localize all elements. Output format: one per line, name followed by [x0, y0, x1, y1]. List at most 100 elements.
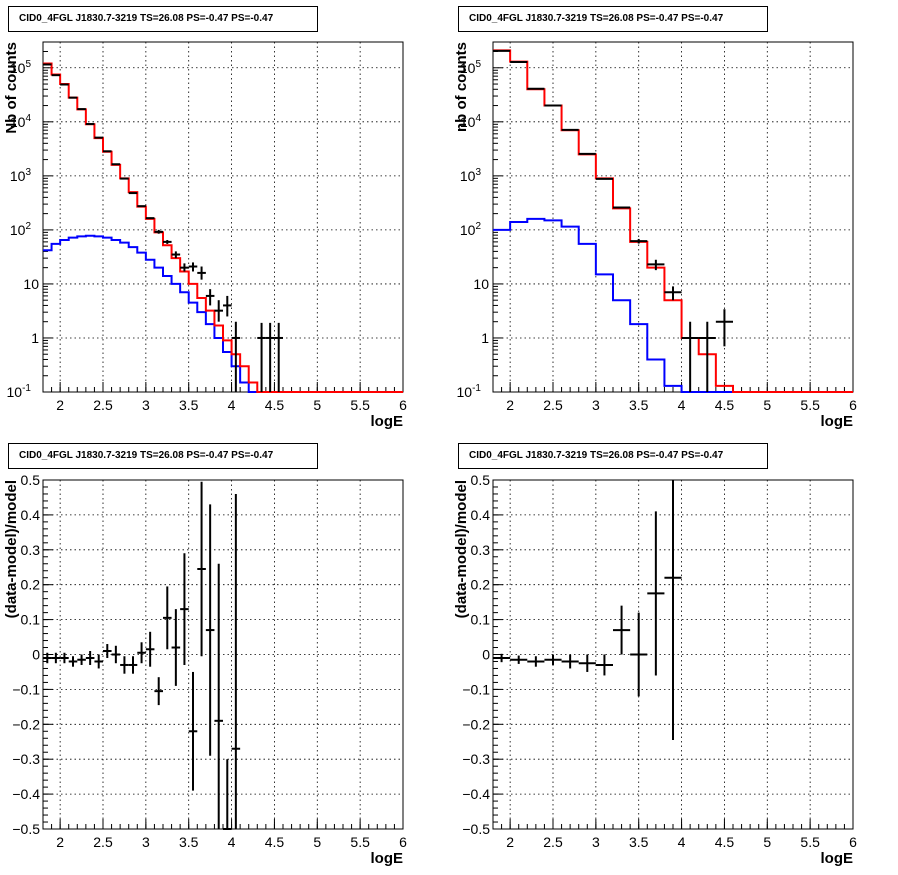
- y-tick-label: 105: [460, 59, 482, 76]
- data-point: [77, 654, 86, 665]
- panel-title-top-left: CID0_4FGL J1830.7-3219 TS=26.08 PS=-0.47…: [8, 6, 318, 32]
- y-tick-label: −0.1: [12, 681, 40, 697]
- data-point: [630, 612, 648, 697]
- data-point: [154, 677, 163, 706]
- panel-title-bottom-left: CID0_4FGL J1830.7-3219 TS=26.08 PS=-0.47…: [8, 443, 318, 469]
- x-tick-label: 4.5: [265, 397, 285, 413]
- x-tick-label: 4: [678, 834, 686, 850]
- data-point: [171, 251, 181, 259]
- data-point: [68, 656, 78, 667]
- x-axis-label: logE: [371, 850, 404, 867]
- data-point: [561, 654, 579, 669]
- data-point: [85, 123, 95, 126]
- data-point: [595, 654, 613, 676]
- x-tick-label: 3.5: [179, 834, 199, 850]
- y-tick-label: 0.2: [21, 577, 41, 593]
- x-axis-label: logE: [371, 413, 404, 430]
- data-point: [85, 651, 95, 665]
- y-tick-label: −0.1: [462, 681, 490, 697]
- y-tick-label: −0.5: [12, 821, 40, 837]
- data-point: [223, 759, 232, 830]
- y-tick-label: 10: [23, 276, 39, 292]
- data-point: [578, 152, 596, 155]
- x-tick-label: 4.5: [715, 834, 735, 850]
- data-point: [257, 322, 266, 392]
- x-axis-label: logE: [821, 413, 854, 430]
- x-tick-label: 5.5: [350, 834, 370, 850]
- data-point: [43, 652, 52, 664]
- y-tick-label: −0.2: [462, 716, 490, 732]
- x-tick-label: 6: [399, 397, 407, 413]
- x-tick-label: 2: [506, 397, 514, 413]
- data-point: [630, 238, 648, 244]
- data-point: [77, 108, 86, 111]
- data-point: [137, 642, 146, 664]
- data-point: [60, 652, 69, 664]
- x-tick-label: 2.5: [543, 834, 563, 850]
- y-tick-label: 105: [10, 59, 32, 76]
- x-axis-label: logE: [821, 850, 854, 867]
- data-point: [51, 652, 61, 664]
- data-point: [171, 609, 181, 686]
- data-point: [120, 656, 129, 674]
- data-point: [163, 240, 172, 244]
- data-point: [180, 263, 189, 272]
- y-axis-label: Nb of counts: [3, 42, 20, 134]
- source-model-histogram: [43, 234, 403, 393]
- y-tick-label: −0.3: [462, 751, 490, 767]
- data-point: [231, 321, 241, 392]
- x-tick-label: 4.5: [715, 397, 735, 413]
- x-tick-label: 6: [849, 834, 857, 850]
- data-point: [197, 481, 206, 657]
- chart-panel-1: 2 2.5 3 3.5 4 4.5 5 5.5 6 10-1 1 10 102 103 104 105 logE…: [453, 41, 857, 430]
- y-tick-label: 0.1: [21, 612, 41, 628]
- data-point: [510, 655, 528, 664]
- y-tick-label: 10-1: [7, 383, 32, 400]
- data-point: [103, 644, 112, 658]
- data-point: [613, 605, 631, 655]
- x-tick-label: 5: [313, 834, 321, 850]
- y-tick-label: 0.5: [21, 472, 41, 488]
- x-tick-label: 5: [763, 397, 771, 413]
- x-tick-label: 3: [592, 834, 600, 850]
- data-point: [197, 266, 206, 280]
- y-axis-label: (data-model)/model: [3, 480, 20, 618]
- x-tick-label: 4.5: [265, 834, 285, 850]
- y-tick-label: 1: [31, 330, 39, 346]
- data-point: [214, 300, 223, 322]
- data-point: [595, 177, 613, 180]
- source-model-histogram: [493, 217, 853, 393]
- y-tick-label: −0.3: [12, 751, 40, 767]
- y-tick-label: 0.5: [471, 472, 491, 488]
- data-point: [214, 563, 223, 829]
- x-tick-label: 2.5: [543, 397, 563, 413]
- data-point: [205, 504, 215, 756]
- data-point: [715, 309, 733, 347]
- data-point: [681, 321, 699, 392]
- data-point: [561, 128, 579, 131]
- x-tick-label: 5: [313, 397, 321, 413]
- data-point: [163, 586, 172, 650]
- data-point: [111, 163, 121, 166]
- data-point: [698, 321, 716, 392]
- x-tick-label: 6: [399, 834, 407, 850]
- x-tick-label: 3: [142, 834, 150, 850]
- data-point: [128, 192, 138, 195]
- x-tick-label: 5.5: [800, 397, 820, 413]
- panel-title-bottom-right: CID0_4FGL J1830.7-3219 TS=26.08 PS=-0.47…: [458, 443, 768, 469]
- x-tick-label: 3.5: [629, 834, 649, 850]
- y-tick-label: 103: [10, 167, 32, 184]
- data-point: [188, 671, 198, 791]
- total-model-histogram: [493, 49, 853, 393]
- y-tick-label: 0.3: [471, 542, 491, 558]
- y-tick-label: 0.2: [471, 577, 491, 593]
- data-point: [527, 656, 545, 667]
- data-point: [188, 262, 198, 272]
- data-point: [205, 289, 215, 306]
- data-point: [647, 259, 665, 271]
- x-tick-label: 4: [678, 397, 686, 413]
- data-point: [274, 322, 283, 392]
- y-tick-label: −0.4: [462, 786, 490, 802]
- data-point: [51, 74, 61, 77]
- x-tick-label: 5.5: [350, 397, 370, 413]
